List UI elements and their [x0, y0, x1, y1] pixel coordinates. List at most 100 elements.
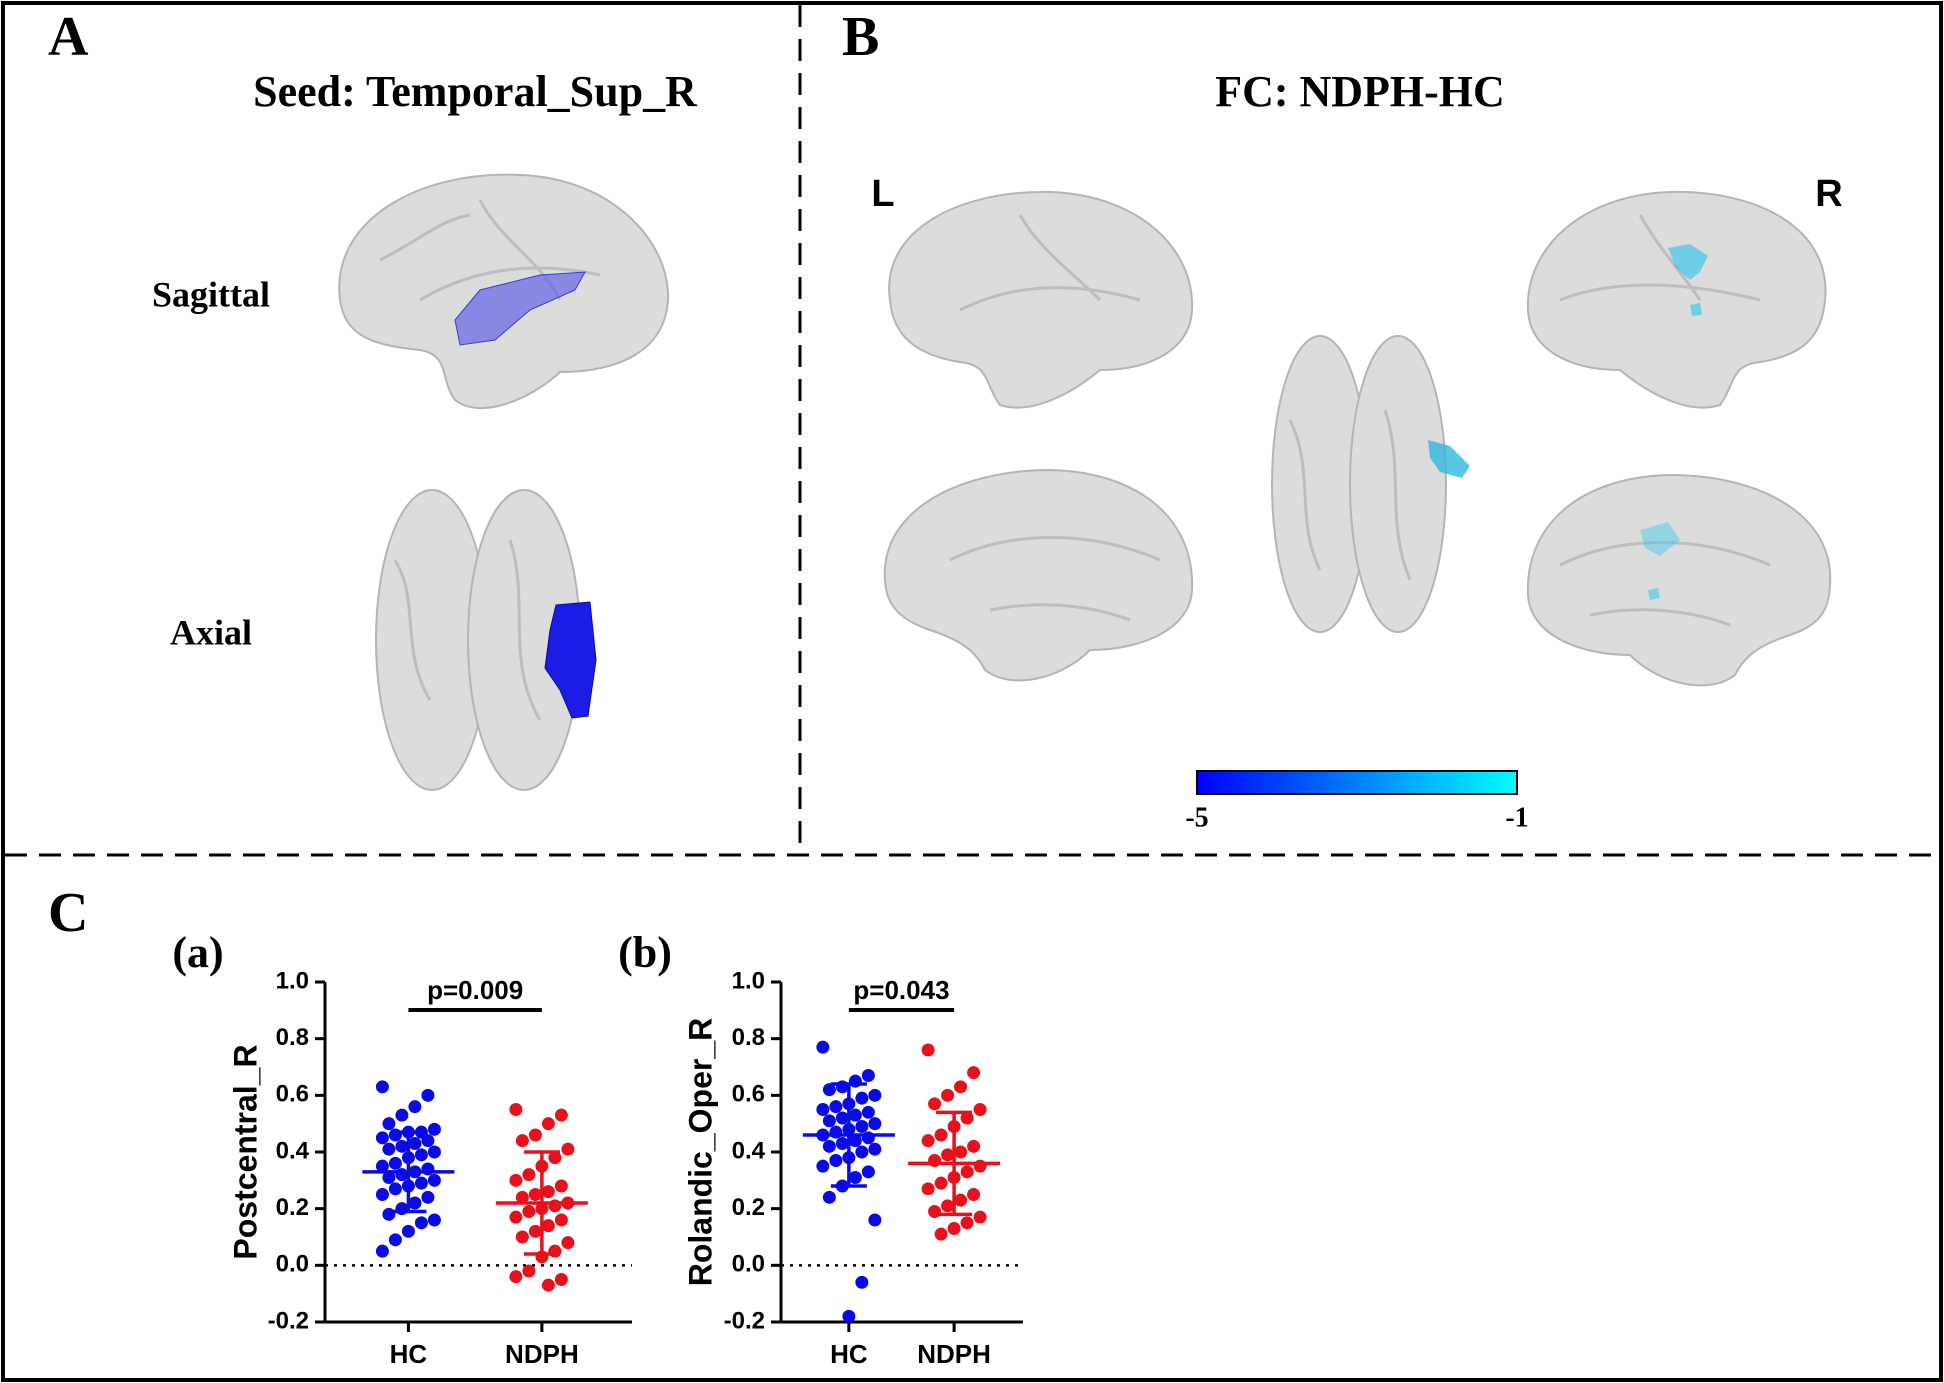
data-point	[388, 1182, 402, 1196]
data-point	[414, 1176, 428, 1190]
data-point	[861, 1069, 875, 1082]
data-point	[855, 1120, 869, 1133]
data-point	[541, 1117, 555, 1131]
data-point	[509, 1270, 523, 1284]
chart-label: (a)	[172, 928, 223, 977]
data-point	[421, 1134, 435, 1148]
data-point	[934, 1176, 948, 1190]
data-point	[427, 1173, 441, 1187]
data-point	[528, 1188, 542, 1201]
panel-title: FC: NDPH-HC	[1215, 67, 1505, 116]
data-point	[509, 1173, 523, 1187]
data-point	[541, 1278, 555, 1292]
view-label: Sagittal	[152, 274, 270, 314]
y-tick-label: 0.2	[276, 1194, 309, 1221]
data-point	[941, 1199, 955, 1213]
brain-right-lateral	[1526, 190, 1827, 409]
panel-label: A	[48, 6, 89, 68]
data-point	[868, 1117, 882, 1131]
data-point	[375, 1159, 389, 1173]
data-point	[382, 1171, 396, 1184]
data-point	[414, 1148, 428, 1162]
panel-title: Seed: Temporal_Sup_R	[253, 67, 698, 116]
data-point	[554, 1273, 568, 1286]
data-point	[382, 1117, 396, 1131]
p-value: p=0.009	[427, 975, 523, 1005]
data-point	[548, 1151, 562, 1165]
data-point	[829, 1154, 843, 1167]
data-point	[822, 1139, 836, 1153]
data-point	[561, 1236, 575, 1250]
data-point	[848, 1108, 862, 1122]
x-tick-label: HC	[830, 1339, 868, 1369]
y-tick-label: 1.0	[276, 967, 309, 994]
data-point	[855, 1145, 869, 1159]
brain-left-lateral	[888, 190, 1194, 409]
data-point	[561, 1142, 575, 1156]
data-point	[382, 1142, 396, 1156]
colorbar-label: -5	[1185, 802, 1208, 833]
data-point	[960, 1216, 974, 1230]
x-tick-label: HC	[390, 1339, 428, 1369]
data-point	[954, 1145, 968, 1159]
data-point	[921, 1043, 935, 1057]
data-point	[835, 1111, 849, 1125]
y-axis-label: Postcentral_R	[227, 1044, 263, 1259]
data-point	[967, 1188, 981, 1201]
brain-sagittal	[338, 173, 670, 409]
data-point	[509, 1103, 523, 1116]
data-point	[388, 1156, 402, 1170]
data-point	[848, 1171, 862, 1184]
brain-right-medial	[1526, 473, 1832, 687]
data-point	[822, 1190, 836, 1204]
chart-label: (b)	[618, 928, 672, 977]
y-tick-label: 0.6	[276, 1081, 309, 1108]
data-point	[928, 1097, 942, 1111]
data-point	[522, 1168, 536, 1182]
x-tick-label: NDPH	[505, 1339, 579, 1369]
data-point	[522, 1264, 536, 1278]
data-point	[816, 1040, 830, 1054]
data-point	[408, 1196, 422, 1210]
data-point	[421, 1190, 435, 1204]
data-point	[554, 1108, 568, 1122]
y-tick-label: 0.0	[732, 1251, 765, 1278]
brain-axial-b	[1271, 335, 1470, 633]
data-point	[528, 1224, 542, 1238]
y-tick-label: 0.2	[732, 1194, 765, 1221]
data-point	[967, 1066, 981, 1080]
data-point	[954, 1080, 968, 1094]
data-point	[388, 1233, 402, 1247]
data-point	[868, 1088, 882, 1102]
data-point	[941, 1088, 955, 1102]
data-point	[842, 1309, 856, 1323]
data-point	[822, 1083, 836, 1097]
data-point	[554, 1213, 568, 1227]
data-point	[868, 1142, 882, 1156]
data-point	[921, 1134, 935, 1148]
data-point	[401, 1224, 415, 1238]
data-point	[528, 1128, 542, 1142]
data-point	[829, 1100, 843, 1114]
y-tick-label: -0.2	[268, 1307, 309, 1334]
data-point	[408, 1100, 422, 1114]
y-tick-label: 1.0	[732, 967, 765, 994]
data-point	[967, 1139, 981, 1153]
data-point	[375, 1131, 389, 1145]
data-point	[816, 1159, 830, 1173]
data-point	[960, 1165, 974, 1179]
colorbar-label: -1	[1505, 802, 1528, 833]
y-tick-label: 0.6	[732, 1081, 765, 1108]
data-point	[848, 1134, 862, 1148]
data-point	[554, 1179, 568, 1193]
data-point	[816, 1103, 830, 1116]
data-point	[973, 1103, 987, 1116]
data-point	[395, 1108, 409, 1122]
x-tick-label: NDPH	[917, 1339, 991, 1369]
y-tick-label: 0.0	[276, 1251, 309, 1278]
data-point	[421, 1088, 435, 1102]
data-point	[934, 1227, 948, 1241]
data-point	[427, 1213, 441, 1227]
view-label: Axial	[170, 612, 252, 652]
